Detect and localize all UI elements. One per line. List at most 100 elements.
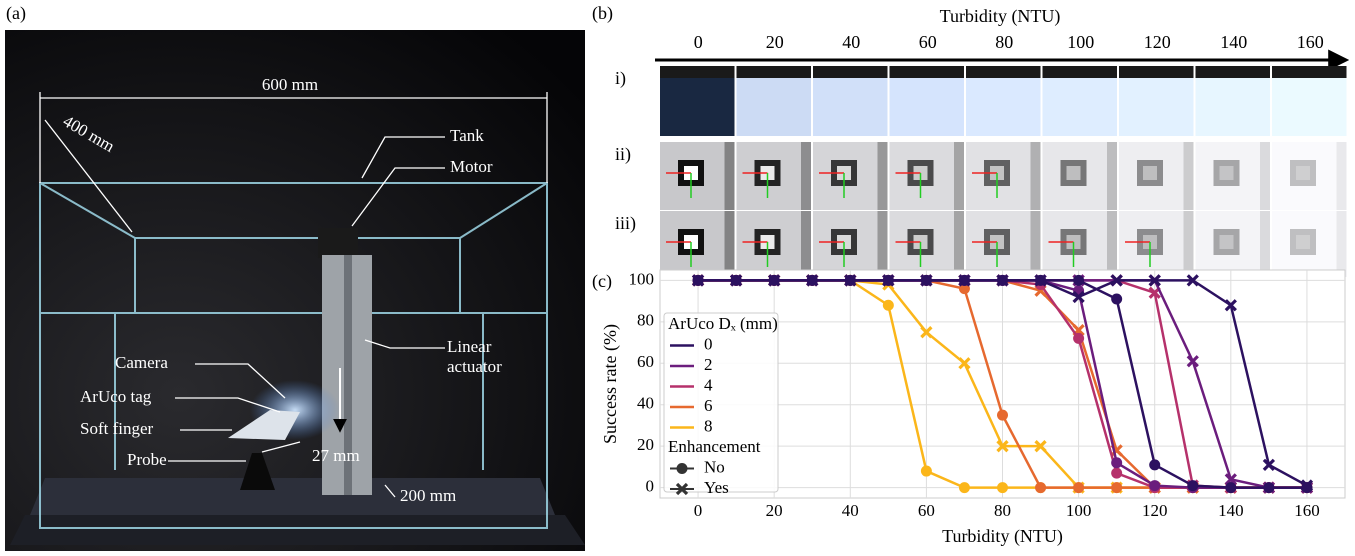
legend-title: ArUco Dₓ (mm) — [668, 314, 778, 333]
row-label: ii) — [615, 144, 631, 165]
marker-circle — [1073, 482, 1084, 493]
aruco-inner — [1143, 166, 1157, 180]
image-edge — [1184, 211, 1194, 277]
marker-circle — [997, 482, 1008, 493]
photo-annotation: actuator — [447, 357, 502, 376]
marker-circle — [959, 482, 970, 493]
y-tick-label: 20 — [637, 435, 654, 454]
image-top-strip — [813, 66, 888, 78]
image-top-strip — [890, 66, 965, 78]
panel-label: (c) — [592, 271, 612, 292]
image-edge — [801, 142, 811, 210]
row-label: i) — [615, 68, 626, 89]
marker-circle — [1111, 457, 1122, 468]
image-edge — [1107, 211, 1117, 277]
aruco-inner — [1220, 235, 1234, 249]
marker-circle — [1187, 480, 1198, 491]
legend-label: 8 — [704, 416, 713, 435]
photo-annotation: ArUco tag — [80, 387, 152, 406]
grid-tick-label: 20 — [766, 32, 784, 52]
aruco-inner — [1296, 166, 1310, 180]
grid-tick-label: 80 — [995, 32, 1013, 52]
grid-tick-label: 100 — [1067, 32, 1094, 52]
motor — [318, 228, 358, 258]
aruco-inner — [1296, 235, 1310, 249]
marker-circle — [677, 463, 688, 474]
photo-annotation: 27 mm — [312, 446, 360, 465]
marker-circle — [997, 410, 1008, 421]
x-axis-title: Turbidity (NTU) — [942, 526, 1063, 547]
y-tick-label: 80 — [637, 311, 654, 330]
panel-label: (b) — [592, 3, 613, 24]
grid-tick-label: 40 — [842, 32, 860, 52]
image-grid: Turbidity (NTU)020406080100120140160i)ii… — [615, 6, 1347, 277]
marker-circle — [1263, 482, 1274, 493]
image-edge — [1260, 142, 1270, 210]
y-axis-title: Success rate (%) — [600, 324, 621, 444]
image-edge — [1031, 142, 1041, 210]
image-edge — [725, 211, 735, 277]
image-edge — [1337, 142, 1347, 210]
y-tick-label: 60 — [637, 352, 654, 371]
row-label: iii) — [615, 213, 636, 234]
image-edge — [954, 142, 964, 210]
grid-tick-label: 140 — [1220, 32, 1247, 52]
legend-label: No — [704, 457, 725, 476]
marker-circle — [1073, 275, 1084, 286]
figure: Turbidity (NTU)020406080100120140160i)ii… — [0, 0, 1355, 551]
marker-circle — [1035, 482, 1046, 493]
aruco-inner — [1220, 166, 1234, 180]
legend-label: 4 — [704, 375, 713, 394]
image-edge — [725, 142, 735, 210]
marker-circle — [1073, 333, 1084, 344]
image-top-strip — [1196, 66, 1271, 78]
photo-panel — [5, 30, 585, 551]
image-top-strip — [1272, 66, 1347, 78]
grid-tick-label: 0 — [694, 32, 703, 52]
image-edge — [1337, 211, 1347, 277]
photo-annotation: Soft finger — [80, 419, 154, 438]
tank-floor — [10, 515, 585, 545]
marker-circle — [1149, 480, 1160, 491]
legend-label: 6 — [704, 396, 713, 415]
photo-annotation: Camera — [115, 353, 168, 372]
x-tick-label: 60 — [918, 501, 935, 520]
y-tick-label: 0 — [646, 477, 655, 496]
marker-circle — [1225, 482, 1236, 493]
sand — [30, 478, 555, 515]
aruco-inner — [1067, 166, 1081, 180]
marker-circle — [1111, 294, 1122, 305]
image-edge — [1107, 142, 1117, 210]
grid-tick-label: 60 — [919, 32, 937, 52]
marker-circle — [883, 300, 894, 311]
x-tick-label: 140 — [1218, 501, 1244, 520]
grid-tick-label: 120 — [1144, 32, 1171, 52]
marker-circle — [1111, 468, 1122, 479]
image-edge — [1031, 211, 1041, 277]
panel-label: (a) — [6, 3, 26, 24]
image-top-strip — [660, 66, 735, 78]
y-tick-label: 100 — [629, 269, 655, 288]
legend-label: Yes — [704, 478, 729, 497]
photo-annotation: Probe — [127, 450, 167, 469]
photo-annotation: Linear — [447, 337, 492, 356]
image-top-strip — [966, 66, 1041, 78]
x-tick-label: 40 — [842, 501, 859, 520]
legend-label: 2 — [704, 355, 713, 374]
x-tick-label: 0 — [694, 501, 703, 520]
image-edge — [878, 211, 888, 277]
image-top-strip — [1119, 66, 1194, 78]
x-tick-label: 120 — [1142, 501, 1168, 520]
photo-annotation: Motor — [450, 157, 493, 176]
x-tick-label: 80 — [994, 501, 1011, 520]
marker-circle — [921, 466, 932, 477]
image-edge — [801, 211, 811, 277]
y-tick-label: 40 — [637, 394, 654, 413]
photo-annotation: 200 mm — [400, 486, 456, 505]
photo-annotation: Tank — [450, 126, 484, 145]
grid-axis-title: Turbidity (NTU) — [940, 6, 1061, 27]
x-tick-label: 20 — [766, 501, 783, 520]
image-top-strip — [1043, 66, 1118, 78]
